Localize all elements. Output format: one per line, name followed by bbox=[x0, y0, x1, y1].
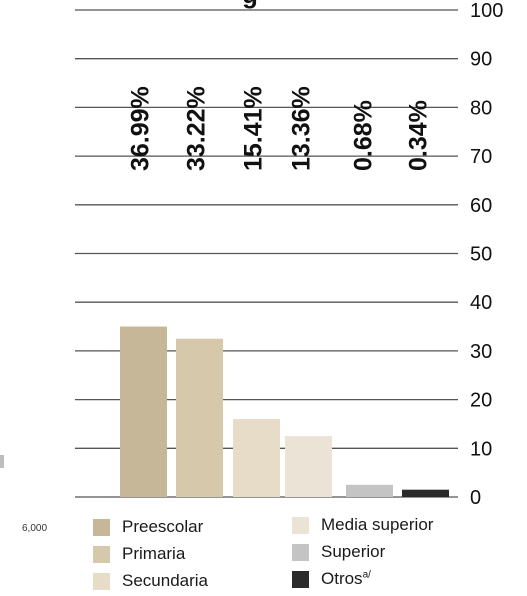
data-label-superior: 0.68% bbox=[350, 100, 378, 171]
bar-superior bbox=[346, 484, 393, 497]
y-tick-label-0: 0 bbox=[470, 487, 481, 509]
bar-media-superior bbox=[285, 436, 332, 497]
legend-item-media-superior: Media superior bbox=[292, 514, 433, 536]
bar-secundaria bbox=[233, 419, 280, 497]
y-tick-label-50: 50 bbox=[470, 244, 492, 266]
chart-title-fragment: g bbox=[242, 0, 258, 9]
y-tick-label-40: 40 bbox=[470, 292, 492, 314]
y-tick-label-20: 20 bbox=[470, 390, 492, 412]
legend-label-primaria: Primaria bbox=[122, 544, 186, 563]
legend-item-preescolar: Preescolar bbox=[93, 516, 203, 538]
legend-swatch-primaria bbox=[93, 545, 110, 563]
stray-axis-tick bbox=[0, 455, 4, 468]
legend-item-superior: Superior bbox=[292, 541, 385, 563]
legend-swatch-preescolar bbox=[93, 518, 110, 536]
legend-swatch-superior bbox=[292, 543, 309, 561]
legend-label-otros: Otrosa/ bbox=[321, 569, 371, 588]
legend-label-preescolar: Preescolar bbox=[122, 517, 204, 536]
bar-primaria bbox=[176, 338, 223, 497]
legend-item-otros: Otrosa/ bbox=[292, 568, 371, 590]
y-tick-label-90: 90 bbox=[470, 49, 492, 71]
legend-swatch-otros bbox=[292, 570, 309, 588]
y-tick-label-100: 100 bbox=[470, 0, 503, 22]
y-tick-label-10: 10 bbox=[470, 438, 492, 460]
legend-swatch-media-superior bbox=[292, 516, 309, 534]
legend-label-secundaria: Secundaria bbox=[122, 571, 209, 590]
bar-preescolar bbox=[120, 326, 167, 497]
data-label-otros: 0.34% bbox=[405, 100, 433, 171]
y-tick-label-80: 80 bbox=[470, 97, 492, 119]
data-label-primaria: 33.22% bbox=[183, 86, 211, 171]
stray-axis-number: 6,000 bbox=[22, 523, 48, 534]
y-tick-label-60: 60 bbox=[470, 195, 492, 217]
legend-swatch-secundaria bbox=[93, 572, 110, 590]
y-tick-label-70: 70 bbox=[470, 146, 492, 168]
bar-otros bbox=[402, 489, 449, 497]
data-label-media-superior: 13.36% bbox=[288, 86, 316, 171]
data-label-secundaria: 15.41% bbox=[240, 86, 268, 171]
legend-item-primaria: Primaria bbox=[93, 543, 185, 565]
y-tick-label-30: 30 bbox=[470, 341, 492, 363]
legend-label-superior: Superior bbox=[321, 542, 386, 561]
legend-item-secundaria: Secundaria bbox=[93, 570, 208, 592]
legend-label-media-superior: Media superior bbox=[321, 515, 434, 534]
data-label-preescolar: 36.99% bbox=[127, 86, 155, 171]
